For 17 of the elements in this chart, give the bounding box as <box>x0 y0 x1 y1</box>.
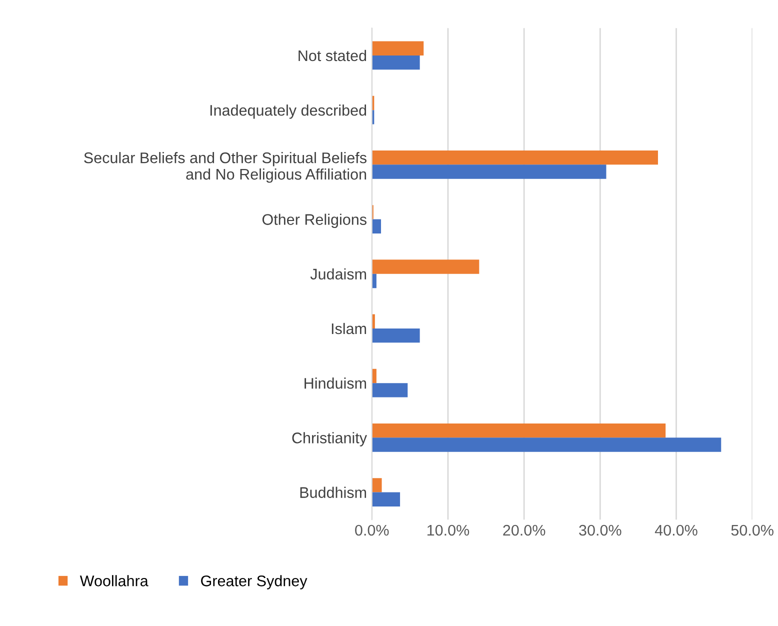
legend-label: Greater Sydney <box>201 575 308 590</box>
y-tick-label: Buddhism <box>300 486 366 498</box>
legend-label: Woollahra <box>80 575 148 586</box>
y-tick-label: Not stated <box>298 50 366 62</box>
y-tick-label: Hinduism <box>304 378 366 389</box>
x-tick-label: 10.0% <box>427 524 470 536</box>
y-tick-label: Christianity <box>292 432 367 446</box>
x-tick-label: 20.0% <box>503 524 546 536</box>
x-tick-label: 40.0% <box>654 524 698 536</box>
x-tick-label: 0.0% <box>355 524 389 536</box>
x-tick-label: 30.0% <box>579 524 622 536</box>
y-tick-label: Judaism <box>310 268 366 280</box>
y-tick-label: Inadequately described <box>210 104 366 119</box>
y-tick-label: Secular Beliefs and Other Spiritual Beliefs and No Religious Affiliation <box>84 152 366 183</box>
y-tick-label: Other Religions <box>262 214 366 228</box>
x-tick-label: 50.0% <box>731 524 774 536</box>
y-tick-label: Islam <box>332 322 366 334</box>
